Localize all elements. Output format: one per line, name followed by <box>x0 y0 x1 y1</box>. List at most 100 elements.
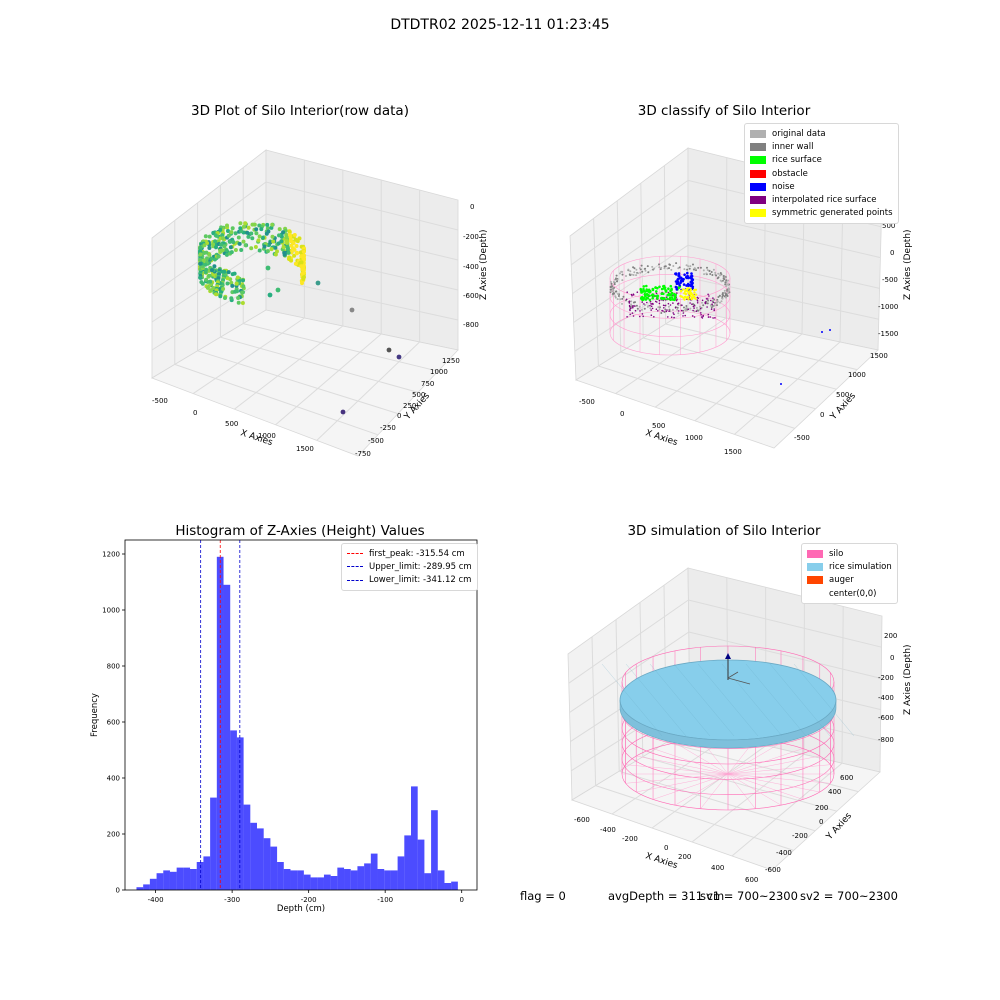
wall-point <box>644 304 646 306</box>
classify-x-tick: 1500 <box>724 448 742 456</box>
raw-y-tick: -750 <box>355 450 371 458</box>
wall-point <box>668 308 671 311</box>
noise-point <box>686 271 689 275</box>
wall-point <box>720 300 723 303</box>
raw-point <box>294 251 299 256</box>
raw-point <box>241 284 246 289</box>
symmetric-point <box>694 288 698 291</box>
wall-point <box>667 305 670 308</box>
wall-point <box>617 293 619 295</box>
gridline <box>654 325 765 408</box>
silo-floor-spoke <box>652 748 729 775</box>
interpolated-point <box>707 313 710 316</box>
wall-point <box>641 270 644 273</box>
raw-z-tick: -600 <box>463 292 479 300</box>
raw-point <box>257 223 262 228</box>
raw-point <box>246 225 251 230</box>
wall-point <box>649 307 652 310</box>
interpolated-point <box>641 301 643 303</box>
raw-point <box>239 229 244 234</box>
interpolated-point <box>664 304 666 307</box>
raw-point <box>229 230 234 235</box>
wall-point <box>719 274 721 277</box>
gridline <box>687 244 880 289</box>
rice-point <box>642 285 646 288</box>
interpolated-point <box>676 303 679 305</box>
legend-swatch <box>807 576 823 585</box>
wall-point <box>716 300 719 303</box>
wall-point <box>723 289 726 292</box>
interpolated-point <box>630 293 633 296</box>
raw-point <box>212 264 217 269</box>
wall-point <box>695 306 698 309</box>
symmetric-point <box>694 297 697 300</box>
raw-y-tick: 0 <box>397 412 401 420</box>
rice-point <box>648 291 651 294</box>
histogram-y-label: Frequency <box>90 693 100 737</box>
interpolated-point <box>662 304 665 307</box>
legend-item-first-peak: first_peak: -315.54 cm <box>347 547 472 560</box>
wall-point <box>635 304 638 307</box>
wall-point <box>705 272 708 275</box>
wall-point <box>706 269 709 271</box>
simulation-z-tick: -600 <box>878 714 894 722</box>
wall-point <box>621 279 624 282</box>
histogram-bar <box>411 786 418 890</box>
interpolated-point <box>693 316 696 318</box>
interpolated-point <box>710 308 713 310</box>
status-avg-depth: avgDepth = 311 cm <box>608 889 725 903</box>
raw-point <box>253 245 258 249</box>
raw-point <box>204 250 209 255</box>
simulation-z-tick: -200 <box>878 674 894 682</box>
rice-mesh-line <box>673 663 735 737</box>
wall-point <box>627 268 630 271</box>
wall-point <box>612 292 614 295</box>
raw-point <box>210 268 214 273</box>
wall-point <box>676 306 679 309</box>
interpolated-point <box>655 292 658 295</box>
raw-point <box>234 281 239 286</box>
raw-point <box>202 243 207 248</box>
wall-point <box>706 302 709 305</box>
rice-point <box>658 285 661 289</box>
simulation-y-tick: 0 <box>819 818 823 826</box>
y-tick-label: 600 <box>107 719 120 727</box>
classify-y-tick: 0 <box>820 411 824 419</box>
legend-label: Lower_limit: -341.12 cm <box>369 575 472 586</box>
raw-point <box>198 249 202 254</box>
wall-point <box>612 281 615 283</box>
wall-point <box>710 271 713 273</box>
symmetric-point <box>692 288 696 292</box>
interpolated-point <box>691 303 693 305</box>
interpolated-point <box>707 293 709 296</box>
interpolated-point <box>632 294 635 296</box>
raw-z-tick: -200 <box>463 233 479 241</box>
rice-mesh-line <box>649 663 711 737</box>
interpolated-point <box>692 309 694 312</box>
y-tick-label: 800 <box>107 663 120 671</box>
wall-point <box>711 274 714 276</box>
symmetric-point <box>687 287 690 290</box>
histogram-bar <box>384 870 391 890</box>
legend-item-rice-surface: rice surface <box>750 154 893 167</box>
raw-x-tick: 1500 <box>296 445 314 453</box>
histogram-bar <box>156 873 164 890</box>
wall-point <box>719 279 722 282</box>
histogram-bar <box>337 867 345 890</box>
wall-point <box>689 265 692 268</box>
legend-label: rice simulation <box>829 561 892 572</box>
gridline <box>651 745 767 829</box>
simulation-x-tick: -600 <box>574 816 590 824</box>
classify-x-axis-label: X Axies <box>644 428 679 448</box>
wall-point <box>707 299 710 302</box>
histogram-bar <box>263 838 271 890</box>
interpolated-point <box>636 291 639 293</box>
raw-point <box>287 257 292 261</box>
histogram-bar <box>210 797 217 890</box>
wall-point <box>666 267 669 270</box>
symmetric-point <box>685 296 688 299</box>
raw-point <box>218 248 223 253</box>
raw-point <box>220 236 225 241</box>
wall-point <box>615 278 617 280</box>
wall-point <box>686 268 689 271</box>
